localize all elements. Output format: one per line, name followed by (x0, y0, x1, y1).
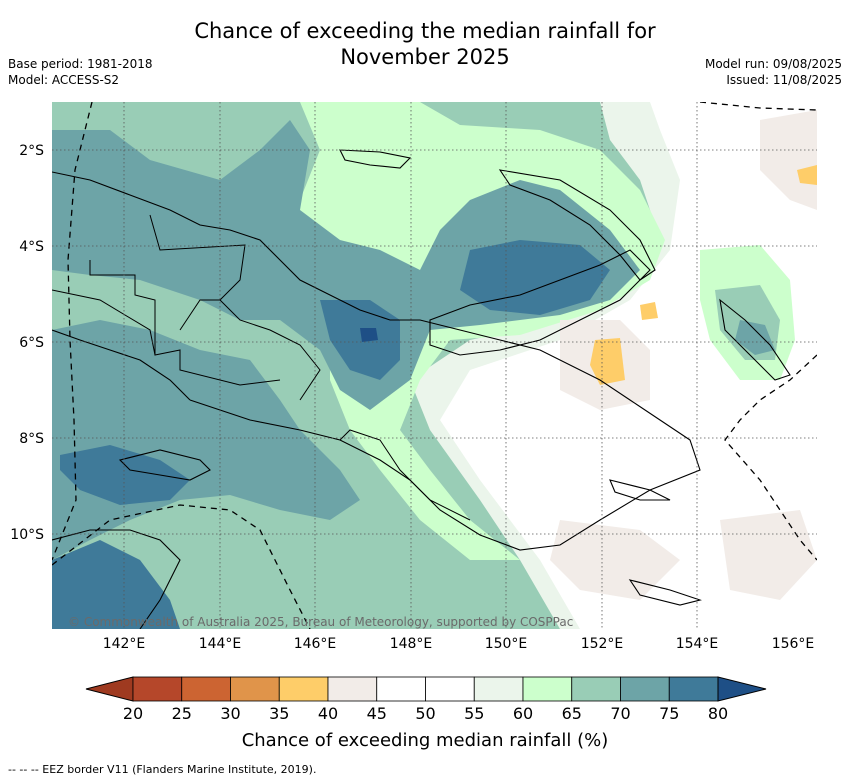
colorbar-tick-label: 75 (659, 704, 680, 723)
border-segment-1 (89, 260, 281, 386)
eez-northeast (699, 102, 817, 111)
colorbar-tick-label: 60 (512, 704, 534, 723)
border-segment-5 (52, 289, 156, 356)
lon-label: 152°E (581, 636, 624, 652)
lat-label: 8°S (19, 431, 44, 447)
field-75-80-southwest (52, 540, 180, 629)
colorbar-under-arrow (85, 676, 134, 702)
colorbar-bin (181, 676, 231, 702)
colorbar-ticks: 20 25 30 35 40 45 50 55 60 65 70 75 80 (0, 704, 850, 724)
lon-label: 146°E (294, 636, 337, 652)
colorbar-bin (620, 676, 670, 702)
lon-label: 144°E (199, 636, 242, 652)
coastline-new-ireland (498, 169, 656, 281)
colorbar-bin (425, 676, 475, 702)
base-period: Base period: 1981-2018 (8, 57, 153, 71)
map-title-line2: November 2025 (340, 45, 510, 69)
field-40-45-southeast-2 (720, 510, 817, 600)
coastline-new-britain (429, 249, 651, 356)
colorbar-tick-label: 20 (122, 704, 144, 723)
colorbar-tick-label: 55 (464, 704, 485, 723)
colorbar-tick-label: 35 (269, 704, 290, 723)
meta-left: Base period: 1981-2018 Model: ACCESS-S2 (8, 56, 153, 88)
field-75-80-bismarck (460, 240, 610, 315)
field-40-45-southeast (550, 520, 680, 600)
coastline-manus (339, 149, 412, 169)
colorbar-tick-label: 40 (317, 704, 339, 723)
colorbar-label: Chance of exceeding median rainfall (%) (241, 730, 609, 751)
eez-west (52, 102, 93, 561)
eez-east (724, 354, 817, 561)
issued-date: Issued: 11/08/2025 (726, 73, 842, 87)
field-70-75-solomon (735, 320, 775, 355)
map-field (52, 102, 817, 629)
lon-label: 154°E (676, 636, 719, 652)
coastline-bougainville (719, 298, 791, 381)
colorbar-tick-label: 25 (171, 704, 192, 723)
colorbar-tick-label: 70 (610, 704, 631, 723)
border-segment-4 (339, 429, 471, 521)
colorbar-bin (522, 676, 573, 702)
colorbar-tick-label: 45 (366, 704, 387, 723)
colorbar-over-arrow (717, 676, 767, 702)
colorbar-bin (571, 676, 621, 702)
coastline-cape-york (52, 529, 181, 629)
eez-south (52, 504, 311, 629)
colorbar-bin (473, 676, 524, 702)
field-75-80-highlands (320, 300, 400, 380)
colorbar-bin (376, 676, 426, 702)
lon-label: 148°E (390, 636, 433, 652)
coastline-west (52, 329, 191, 401)
lon-label: 142°E (103, 636, 146, 652)
border-segment-3 (219, 299, 321, 401)
field-70-75-north (52, 120, 640, 410)
colorbar-tick-label: 50 (415, 704, 436, 723)
colorbar-bin (668, 676, 719, 702)
coastlines (52, 149, 791, 629)
colorbar-tick-label: 65 (561, 704, 582, 723)
field-80-core (360, 328, 378, 342)
border-segment-2 (149, 214, 246, 331)
field-35-40-small (640, 302, 658, 320)
model-name: Model: ACCESS-S2 (8, 73, 120, 87)
field-75-80-fly (60, 445, 190, 505)
lon-label: 156°E (772, 636, 815, 652)
graticule (52, 102, 817, 629)
field-35-40-northeast (797, 165, 817, 185)
lat-label: 4°S (19, 239, 44, 255)
lat-label: 6°S (19, 335, 44, 351)
credit-text: © Commonwealth of Australia 2025, Bureau… (68, 615, 573, 629)
colorbar-tick-label: 80 (707, 704, 729, 723)
coastline-north (52, 171, 701, 551)
map-title: Chance of exceeding the median rainfall … (0, 18, 850, 70)
colorbar (85, 676, 767, 702)
lon-labels: 142°E 144°E 146°E 148°E 150°E 152°E 154°… (103, 636, 815, 652)
eez-legend-note: -- -- -- EEZ border V11 (Flanders Marine… (8, 763, 317, 776)
lat-label: 2°S (19, 143, 44, 159)
colorbar-bin (230, 676, 280, 702)
meta-right: Model run: 09/08/2025 Issued: 11/08/2025 (705, 56, 842, 88)
field-40-45-northeast (760, 110, 817, 210)
coastline-fly-river (118, 449, 211, 481)
coastline-louisiade (628, 579, 702, 606)
colorbar-bin (327, 676, 378, 702)
provincial-borders (52, 214, 471, 521)
map-title-line1: Chance of exceeding the median rainfall … (194, 19, 656, 43)
colorbar-bin (132, 676, 183, 702)
field-35-40-east (590, 338, 625, 385)
colorbar-bin (278, 676, 329, 702)
lat-labels: 2°S 4°S 6°S 8°S 10°S (10, 143, 44, 543)
coastline-woodlark (609, 479, 671, 501)
colorbar-tick-label: 30 (220, 704, 241, 723)
eez-borders (52, 102, 817, 629)
lon-label: 150°E (485, 636, 528, 652)
model-run: Model run: 09/08/2025 (704, 57, 842, 71)
lat-label: 10°S (10, 527, 44, 543)
